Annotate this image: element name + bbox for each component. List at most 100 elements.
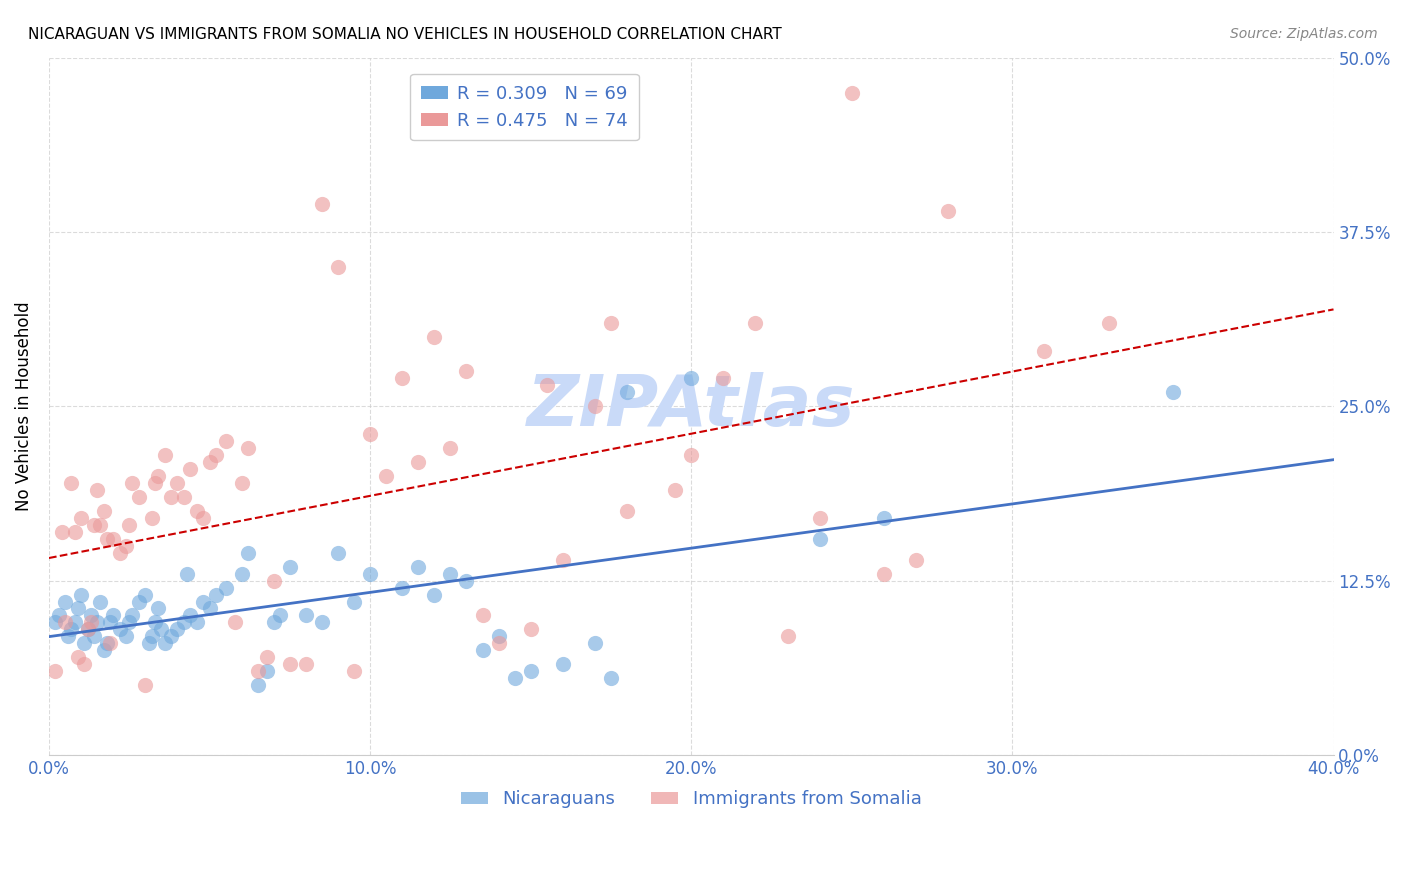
Point: [263, 574, 285, 588]
Point: [115, 629, 138, 643]
Point: [89, 594, 111, 608]
Point: [179, 608, 201, 623]
Y-axis label: No Vehicles in Household: No Vehicles in Household: [15, 301, 32, 511]
Text: NICARAGUAN VS IMMIGRANTS FROM SOMALIA NO VEHICLES IN HOUSEHOLD CORRELATION CHART: NICARAGUAN VS IMMIGRANTS FROM SOMALIA NO…: [28, 27, 782, 42]
Point: [1098, 316, 1121, 330]
Point: [86, 483, 108, 497]
Point: [231, 475, 253, 490]
Point: [600, 671, 623, 685]
Point: [681, 371, 703, 385]
Point: [153, 448, 176, 462]
Point: [503, 671, 526, 685]
Point: [278, 559, 301, 574]
Point: [406, 559, 429, 574]
Point: [873, 511, 896, 525]
Point: [808, 511, 831, 525]
Point: [391, 581, 413, 595]
Point: [93, 643, 115, 657]
Point: [1161, 385, 1184, 400]
Point: [70, 588, 93, 602]
Point: [98, 636, 121, 650]
Point: [150, 623, 173, 637]
Point: [224, 615, 246, 630]
Point: [48, 608, 70, 623]
Point: [205, 588, 228, 602]
Point: [841, 86, 863, 100]
Point: [681, 448, 703, 462]
Point: [73, 636, 96, 650]
Point: [1033, 343, 1056, 358]
Point: [51, 524, 73, 539]
Text: Source: ZipAtlas.com: Source: ZipAtlas.com: [1230, 27, 1378, 41]
Point: [295, 608, 318, 623]
Point: [214, 581, 236, 595]
Point: [214, 434, 236, 449]
Point: [44, 665, 66, 679]
Point: [103, 532, 125, 546]
Point: [236, 441, 259, 455]
Point: [471, 608, 494, 623]
Point: [134, 588, 156, 602]
Point: [58, 629, 80, 643]
Point: [295, 657, 318, 672]
Point: [488, 636, 510, 650]
Point: [160, 490, 183, 504]
Point: [359, 427, 381, 442]
Point: [551, 657, 574, 672]
Point: [63, 615, 86, 630]
Point: [343, 594, 366, 608]
Point: [60, 623, 83, 637]
Point: [936, 204, 959, 219]
Point: [93, 504, 115, 518]
Point: [186, 504, 208, 518]
Point: [406, 455, 429, 469]
Point: [118, 517, 141, 532]
Point: [96, 636, 118, 650]
Point: [246, 665, 269, 679]
Point: [83, 629, 105, 643]
Point: [256, 665, 278, 679]
Point: [326, 546, 349, 560]
Point: [89, 517, 111, 532]
Point: [536, 378, 558, 392]
Point: [66, 601, 89, 615]
Point: [231, 566, 253, 581]
Point: [439, 441, 461, 455]
Point: [488, 629, 510, 643]
Point: [103, 608, 125, 623]
Point: [616, 385, 638, 400]
Point: [146, 469, 169, 483]
Point: [198, 455, 221, 469]
Point: [173, 490, 195, 504]
Point: [44, 615, 66, 630]
Point: [423, 588, 446, 602]
Point: [166, 623, 188, 637]
Point: [191, 511, 214, 525]
Point: [121, 608, 143, 623]
Point: [616, 504, 638, 518]
Point: [138, 636, 160, 650]
Point: [519, 665, 541, 679]
Point: [664, 483, 686, 497]
Point: [83, 517, 105, 532]
Point: [198, 601, 221, 615]
Point: [166, 475, 188, 490]
Point: [776, 629, 799, 643]
Point: [246, 678, 269, 692]
Point: [63, 524, 86, 539]
Point: [80, 608, 103, 623]
Point: [551, 552, 574, 566]
Point: [134, 678, 156, 692]
Point: [711, 371, 734, 385]
Point: [143, 475, 166, 490]
Point: [186, 615, 208, 630]
Point: [108, 546, 131, 560]
Point: [96, 532, 118, 546]
Point: [80, 615, 103, 630]
Point: [269, 608, 291, 623]
Point: [471, 643, 494, 657]
Point: [236, 546, 259, 560]
Point: [375, 469, 398, 483]
Point: [60, 475, 83, 490]
Point: [359, 566, 381, 581]
